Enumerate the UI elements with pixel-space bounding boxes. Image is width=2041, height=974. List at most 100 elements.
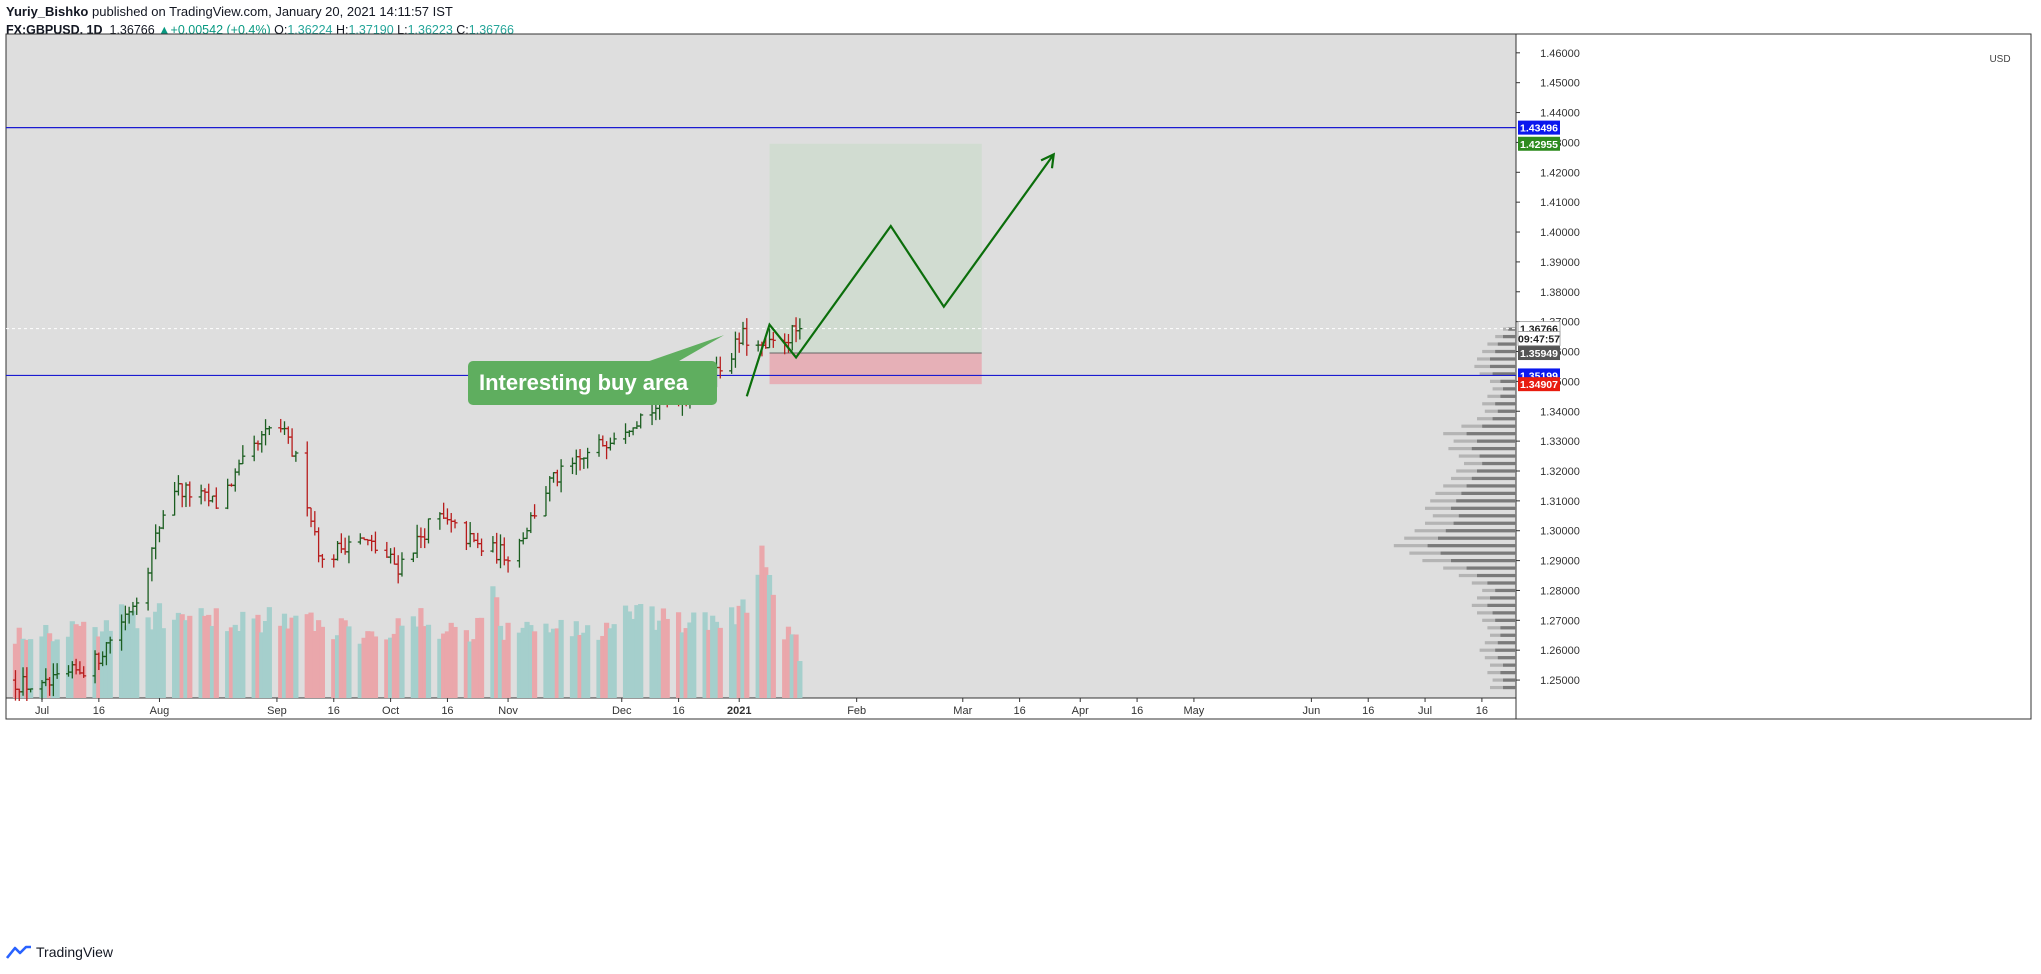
time-tick-label: Aug [150,705,170,717]
callout[interactable]: Interesting buy area [468,335,725,405]
volume-bar [528,625,534,698]
volume-bar [213,608,219,698]
volume-bar [554,628,560,698]
volume-bar [706,629,712,698]
price-tick-label: 1.46000 [1540,48,1580,60]
time-tick-label: 16 [1362,705,1374,717]
volume-bar [437,638,443,698]
price-tick-label: 1.25000 [1540,675,1580,687]
callout-text: Interesting buy area [479,370,689,395]
price-tag-label: 1.43496 [1520,123,1558,135]
price-tick-label: 1.30000 [1540,526,1580,538]
volume-bar [713,621,720,698]
time-tick-label: Jun [1303,705,1321,717]
time-axis[interactable]: Jul 16 Aug Sep 16 Oct 16 Nov Dec 16 2021 Feb Mar 16 Ap… [35,698,1488,717]
volume-bar [558,619,564,698]
volume-profile-row-dark [1497,342,1516,346]
volume-profile-row-dark [1497,641,1516,645]
volume-bar [384,639,390,698]
volume-bar [346,626,352,698]
volume-bar [785,626,792,698]
volume-bar [172,619,178,698]
price-tick-label: 1.32000 [1540,466,1580,478]
time-tick-label: Nov [498,705,518,717]
projection-line[interactable] [745,153,1055,397]
volume-bar [755,574,761,698]
volume-bar [550,628,557,698]
volume-profile-row-dark [1490,364,1516,369]
volume-bar [338,618,344,698]
author-name[interactable]: Yuriy_Bishko [6,4,89,19]
volume-bar [543,623,549,698]
volume-bar [289,617,295,698]
volume-bar [153,611,159,698]
volume-bar [69,621,75,698]
volume-bar [452,626,458,698]
volume-profile-row-dark [1495,588,1516,593]
volume-bar [361,637,367,698]
time-tick-label: 2021 [727,705,751,717]
volume-bar [232,624,238,698]
volume-profile-row-dark [1503,685,1516,690]
volume-bar [634,605,640,698]
volume-profile-row-dark [1500,671,1516,675]
brand-label[interactable]: TradingView [36,944,114,960]
price-tag-label: 09:47:57 [1518,333,1560,345]
volume-bar [444,631,451,698]
volume-bar [789,634,795,698]
volume-bar [573,621,579,698]
volume-bar [81,621,87,698]
volume-profile-row-dark [1482,461,1516,466]
volume-bar [691,612,697,698]
volume-profile-row-dark [1461,491,1516,495]
stop-zone[interactable] [769,353,982,385]
time-tick-label: Oct [382,705,399,717]
volume-bar [251,618,257,698]
price-tick-label: 1.39000 [1540,257,1580,269]
volume-bar [308,612,314,698]
volume-bar [183,620,189,698]
time-tick-label: May [1184,705,1205,717]
volume-bar [463,630,469,698]
chart-frame [5,33,2032,720]
volume-bar [657,620,663,698]
volume-bar [418,608,424,698]
volume-bar [531,631,538,698]
volume-bar [187,615,193,698]
volume-profile-row-dark [1497,656,1516,660]
time-tick-label: 16 [441,705,453,717]
volume-bar [717,627,723,698]
volume-bar [46,633,53,698]
volume-profile-row-dark [1492,611,1516,615]
volume-bar [206,614,212,698]
price-tags: 1.434961.429551.3676609:47:571.359491.35… [1517,120,1561,392]
volume-bar [626,611,632,698]
volume-bar [225,631,231,698]
price-axis-unit: USD [1989,54,2010,65]
volume-bar [334,635,341,698]
volume-profile-row-dark [1482,424,1516,428]
time-tick-label: 16 [1476,705,1488,717]
price-tick-label: 1.34000 [1540,406,1580,418]
volume-bar [312,630,318,698]
horizontal-levels[interactable] [6,127,1516,377]
time-tick-label: 16 [328,705,340,717]
volume-bar [516,632,523,698]
volume-bar [622,605,629,698]
price-tag [1518,377,1560,392]
volume-bar [391,633,397,698]
callout-box[interactable] [468,361,717,405]
volume-bar [475,617,481,698]
price-tick-label: 1.40000 [1540,227,1580,239]
price-tick-label: 1.28000 [1540,585,1580,597]
position-zones[interactable] [769,143,982,385]
time-tick-label: Jul [1418,705,1432,717]
volume-profile-row-dark [1490,357,1516,361]
price-axis[interactable]: USD1.460001.450001.440001.430001.420001.… [1516,48,2011,687]
volume-profile-row-dark [1503,663,1516,667]
projection-path[interactable] [745,152,1056,397]
volume-bar [410,616,416,698]
volume-bar [372,636,379,698]
volume-bar [770,594,776,698]
